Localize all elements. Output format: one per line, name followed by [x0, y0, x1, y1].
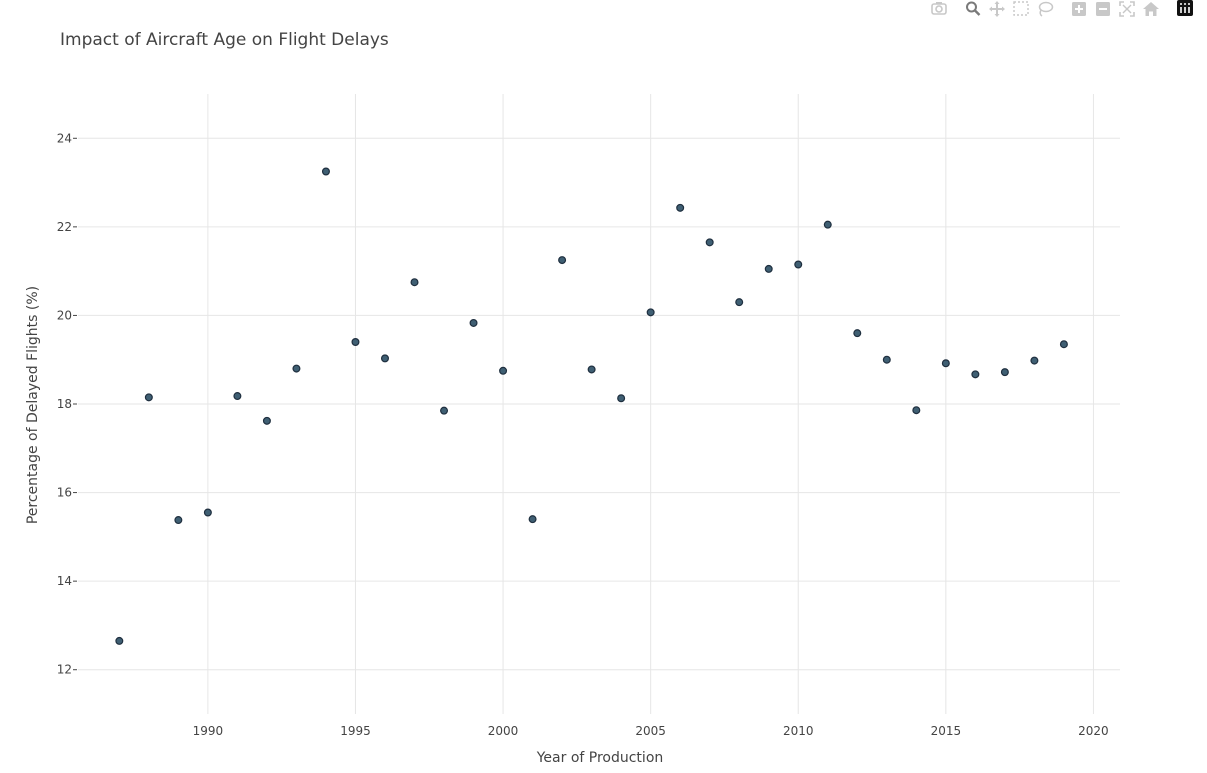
- y-gridlines: [73, 137, 1120, 671]
- y-tick-label: 14: [57, 574, 72, 588]
- data-point[interactable]: [440, 406, 449, 415]
- data-point[interactable]: [941, 359, 950, 368]
- plotly-logo-icon: [1176, 0, 1194, 17]
- data-point[interactable]: [617, 394, 626, 403]
- data-point[interactable]: [499, 366, 508, 375]
- data-point[interactable]: [351, 338, 360, 347]
- y-tick-label: 20: [57, 308, 72, 322]
- data-point[interactable]: [705, 238, 714, 247]
- data-point[interactable]: [912, 406, 921, 415]
- pan-button[interactable]: [987, 0, 1007, 17]
- lasso-select-icon: [1036, 0, 1054, 17]
- y-tick-label: 18: [57, 397, 72, 411]
- data-point[interactable]: [1030, 356, 1039, 365]
- data-point[interactable]: [823, 220, 832, 229]
- data-point[interactable]: [410, 278, 419, 287]
- camera-button[interactable]: [929, 0, 949, 16]
- data-point[interactable]: [203, 508, 212, 517]
- zoom-icon: [964, 0, 982, 17]
- plotly-logo-button[interactable]: [1175, 0, 1195, 16]
- y-tick-labels: 12 14 16 18 20 22 24: [57, 131, 72, 676]
- data-points[interactable]: [115, 167, 1068, 645]
- box-select-icon: [1012, 0, 1030, 17]
- zoom-out-button[interactable]: [1093, 0, 1113, 16]
- reset-axes-icon: [1142, 0, 1160, 17]
- zoom-out-icon: [1094, 0, 1112, 17]
- autoscale-button[interactable]: [1117, 0, 1137, 17]
- x-tick-label: 2020: [1078, 724, 1109, 738]
- data-point[interactable]: [528, 515, 537, 524]
- y-tick-label: 24: [57, 131, 72, 145]
- x-tick-label: 2000: [488, 724, 519, 738]
- modebar: [925, 0, 1195, 17]
- x-tick-label: 2005: [635, 724, 666, 738]
- x-axis-title: Year of Production: [536, 750, 664, 766]
- data-point[interactable]: [882, 355, 891, 364]
- x-tick-label: 1990: [193, 724, 224, 738]
- y-axis-title: Percentage of Delayed Flights (%): [25, 286, 41, 524]
- data-point[interactable]: [469, 318, 478, 327]
- lasso-select-button[interactable]: [1035, 0, 1055, 17]
- data-point[interactable]: [1000, 368, 1009, 377]
- data-point[interactable]: [380, 354, 389, 363]
- data-point[interactable]: [558, 256, 567, 265]
- data-point[interactable]: [646, 308, 655, 317]
- data-point[interactable]: [233, 392, 242, 401]
- zoom-in-button[interactable]: [1069, 0, 1089, 16]
- data-point[interactable]: [1059, 340, 1068, 349]
- data-point[interactable]: [262, 416, 271, 425]
- data-point[interactable]: [794, 260, 803, 269]
- x-tick-labels: 1990 1995 2000 2005 2010 2015 2020: [193, 724, 1109, 738]
- data-point[interactable]: [321, 167, 330, 176]
- pan-icon: [988, 0, 1006, 17]
- x-tick-label: 2015: [931, 724, 962, 738]
- data-point[interactable]: [174, 516, 183, 525]
- y-tick-label: 12: [57, 663, 72, 677]
- data-point[interactable]: [971, 370, 980, 379]
- x-tick-label: 2010: [783, 724, 814, 738]
- autoscale-icon: [1118, 0, 1136, 17]
- data-point[interactable]: [853, 329, 862, 338]
- reset-axes-button[interactable]: [1141, 0, 1161, 16]
- data-point[interactable]: [764, 264, 773, 273]
- data-point[interactable]: [587, 365, 596, 374]
- y-tick-label: 16: [57, 486, 72, 500]
- zoom-button[interactable]: [963, 0, 983, 16]
- data-point[interactable]: [115, 636, 124, 645]
- data-point[interactable]: [676, 203, 685, 212]
- box-select-button[interactable]: [1011, 0, 1031, 16]
- camera-icon: [930, 0, 948, 17]
- data-point[interactable]: [735, 298, 744, 307]
- y-tick-label: 22: [57, 220, 72, 234]
- data-point[interactable]: [292, 364, 301, 373]
- x-tick-label: 1995: [340, 724, 371, 738]
- data-point[interactable]: [144, 393, 153, 402]
- zoom-in-icon: [1070, 0, 1088, 17]
- chart-title: Impact of Aircraft Age on Flight Delays: [60, 30, 389, 50]
